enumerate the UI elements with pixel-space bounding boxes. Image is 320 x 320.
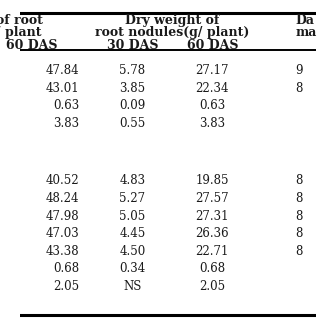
Text: 27.31: 27.31: [196, 210, 229, 223]
Text: 0.55: 0.55: [119, 117, 146, 130]
Text: 3.83: 3.83: [53, 117, 79, 130]
Text: 60 DAS: 60 DAS: [187, 39, 238, 52]
Text: 47.03: 47.03: [45, 227, 79, 240]
Text: 47.84: 47.84: [45, 64, 79, 77]
Text: 4.50: 4.50: [119, 245, 146, 258]
Text: ma: ma: [295, 26, 316, 39]
Text: 3.83: 3.83: [199, 117, 225, 130]
Text: 43.01: 43.01: [45, 82, 79, 95]
Text: / plant: / plant: [0, 26, 42, 39]
Text: 0.68: 0.68: [199, 262, 225, 276]
Text: 22.71: 22.71: [196, 245, 229, 258]
Text: 19.85: 19.85: [196, 174, 229, 188]
Text: 40.52: 40.52: [45, 174, 79, 188]
Text: of root: of root: [0, 14, 43, 28]
Text: 27.17: 27.17: [196, 64, 229, 77]
Text: 3.85: 3.85: [119, 82, 145, 95]
Text: 2.05: 2.05: [199, 280, 225, 293]
Text: 47.98: 47.98: [45, 210, 79, 223]
Text: 30 DAS: 30 DAS: [107, 39, 158, 52]
Text: 0.63: 0.63: [53, 99, 79, 112]
Text: 2.05: 2.05: [53, 280, 79, 293]
Text: 60 DAS: 60 DAS: [6, 39, 57, 52]
Text: 8: 8: [295, 210, 303, 223]
Text: 0.63: 0.63: [199, 99, 226, 112]
Text: 5.05: 5.05: [119, 210, 146, 223]
Text: 4.45: 4.45: [119, 227, 146, 240]
Text: 27.57: 27.57: [196, 192, 229, 205]
Text: 5.78: 5.78: [119, 64, 145, 77]
Text: Da: Da: [295, 14, 314, 28]
Text: 0.68: 0.68: [53, 262, 79, 276]
Text: Dry weight of: Dry weight of: [125, 14, 220, 28]
Text: 8: 8: [295, 192, 303, 205]
Text: 8: 8: [295, 227, 303, 240]
Text: 0.09: 0.09: [119, 99, 146, 112]
Text: 43.38: 43.38: [45, 245, 79, 258]
Text: 5.27: 5.27: [119, 192, 145, 205]
Text: 8: 8: [295, 245, 303, 258]
Text: root nodules(g/ plant): root nodules(g/ plant): [95, 26, 250, 39]
Text: 8: 8: [295, 174, 303, 188]
Text: 26.36: 26.36: [196, 227, 229, 240]
Text: 22.34: 22.34: [196, 82, 229, 95]
Text: 0.34: 0.34: [119, 262, 146, 276]
Text: 4.83: 4.83: [119, 174, 145, 188]
Text: 9: 9: [295, 64, 303, 77]
Text: 48.24: 48.24: [45, 192, 79, 205]
Text: 8: 8: [295, 82, 303, 95]
Text: NS: NS: [123, 280, 141, 293]
